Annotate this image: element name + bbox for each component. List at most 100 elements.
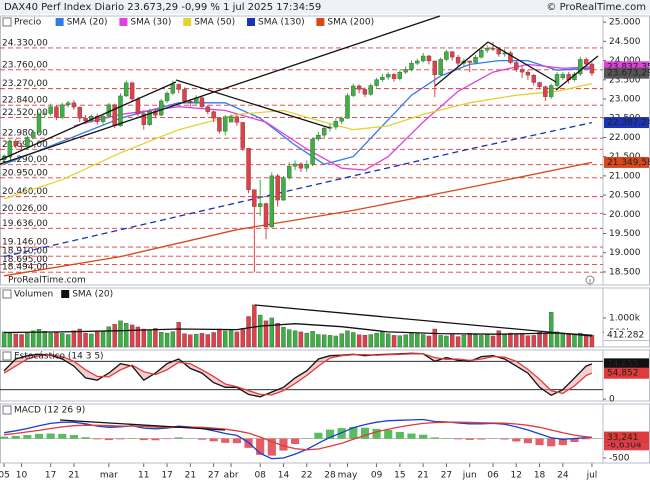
volume-bar (560, 332, 566, 348)
level-label: 24.330,00 (2, 38, 48, 48)
x-tick-label: 14 (278, 471, 290, 481)
legend-label: SMA (30) (130, 18, 171, 28)
candle-body (246, 148, 251, 190)
level-label: 23.270,00 (2, 79, 48, 89)
histogram-bar (395, 431, 404, 439)
histogram-bar (582, 438, 591, 440)
header-bar (0, 0, 650, 14)
value-label-box (604, 61, 649, 73)
candle-body (188, 101, 193, 103)
legend-label: SMA (130) (258, 18, 305, 28)
y-tick-label: 1.000k (609, 313, 641, 323)
volume-bar (30, 330, 36, 348)
volume-bar (83, 332, 88, 348)
volume-bar (54, 331, 59, 348)
candle-body (275, 175, 280, 201)
header-title: DAX40 Perf Index Diario 23.673,29 -0,99 … (4, 2, 321, 13)
histogram-bar (23, 435, 32, 439)
trend-lines (0, 15, 599, 431)
y-tick-label: -500 (609, 453, 630, 463)
candle-body (583, 59, 589, 65)
volume-bar (554, 331, 560, 348)
volume-bar (368, 334, 373, 348)
candle-body (292, 163, 298, 167)
volume-bar (356, 334, 362, 348)
y-tick-label: 19.500 (609, 229, 641, 239)
volume-bar (106, 326, 112, 348)
legend-label: MACD (12 26 9) (14, 406, 85, 416)
trend-line (487, 41, 557, 83)
series-line (3, 82, 593, 200)
legend-swatch (119, 18, 128, 26)
candle-body (77, 106, 82, 119)
candle-body (409, 63, 414, 70)
volume-bar (496, 330, 502, 348)
x-tick-label: 15 (394, 471, 405, 481)
candle-body (444, 51, 449, 60)
volume-bar (374, 332, 379, 348)
volume-bar (147, 329, 152, 348)
volume-bar (531, 335, 536, 348)
candle-body (164, 93, 170, 102)
x-tick-label: abr (224, 471, 239, 481)
volume-bar (502, 334, 507, 348)
histogram-bar (523, 438, 532, 444)
plot-layer: 18.50019.00019.50020.00020.50021.00021.5… (0, 15, 650, 481)
candle-body (252, 189, 257, 207)
volume-bar (473, 334, 478, 348)
volume-bar (345, 330, 350, 348)
histogram-bar (116, 438, 125, 440)
candle-body (479, 50, 484, 58)
level-label: 20.950,00 (2, 168, 48, 178)
candle-body (19, 145, 24, 148)
x-tick-label: 18 (534, 471, 546, 481)
candle-body (351, 85, 356, 96)
trend-line (254, 304, 593, 337)
histogram-bar (0, 436, 9, 439)
x-tick-label: 28 (324, 471, 336, 481)
legend-swatch (316, 18, 325, 26)
legend: Precio SMA (20) SMA (30) SMA (50) SMA (130) S… (2, 17, 374, 28)
volume-bar (1, 331, 7, 348)
candle-body (234, 116, 240, 123)
level-label: 22.520,00 (2, 108, 48, 118)
candle-body (403, 69, 408, 73)
volume-bar (484, 333, 490, 348)
level-label: 19.636,00 (2, 219, 48, 229)
x-tick-label: 21 (68, 471, 79, 481)
legend-label: Precio (14, 18, 42, 28)
x-tick-label: 21 (185, 471, 196, 481)
volume-bar (578, 332, 583, 348)
candle-body (438, 59, 443, 75)
histogram-bar (500, 438, 509, 440)
volume-bar (89, 333, 94, 348)
candle-body (13, 141, 18, 147)
candle-body (514, 62, 519, 70)
volume-bar (292, 330, 298, 348)
y-tick-label: 23.000 (609, 95, 641, 105)
legend-swatch (247, 18, 255, 26)
histogram-bar (384, 430, 393, 439)
y-tick-label: 18.500 (609, 267, 641, 277)
volume-bar (170, 331, 176, 348)
candle-body (490, 48, 496, 50)
candle-body (560, 74, 566, 79)
candle-body (345, 95, 350, 119)
candle-body (48, 106, 53, 114)
candle-body (549, 85, 554, 97)
volume-bar (432, 328, 437, 348)
volume-bar (42, 331, 48, 348)
candle-body (211, 111, 216, 119)
candle-body (368, 85, 373, 95)
candle-body (281, 177, 286, 201)
value-label-box (604, 358, 649, 370)
histogram-bar (360, 427, 370, 439)
volume-bar (304, 332, 309, 348)
candle-body (25, 137, 30, 147)
x-tick-label: jun (462, 471, 477, 481)
legend: Volumen SMA (20) (2, 289, 113, 300)
candle-body (71, 102, 77, 108)
candle-body (537, 82, 542, 87)
histogram-bar (11, 435, 20, 439)
